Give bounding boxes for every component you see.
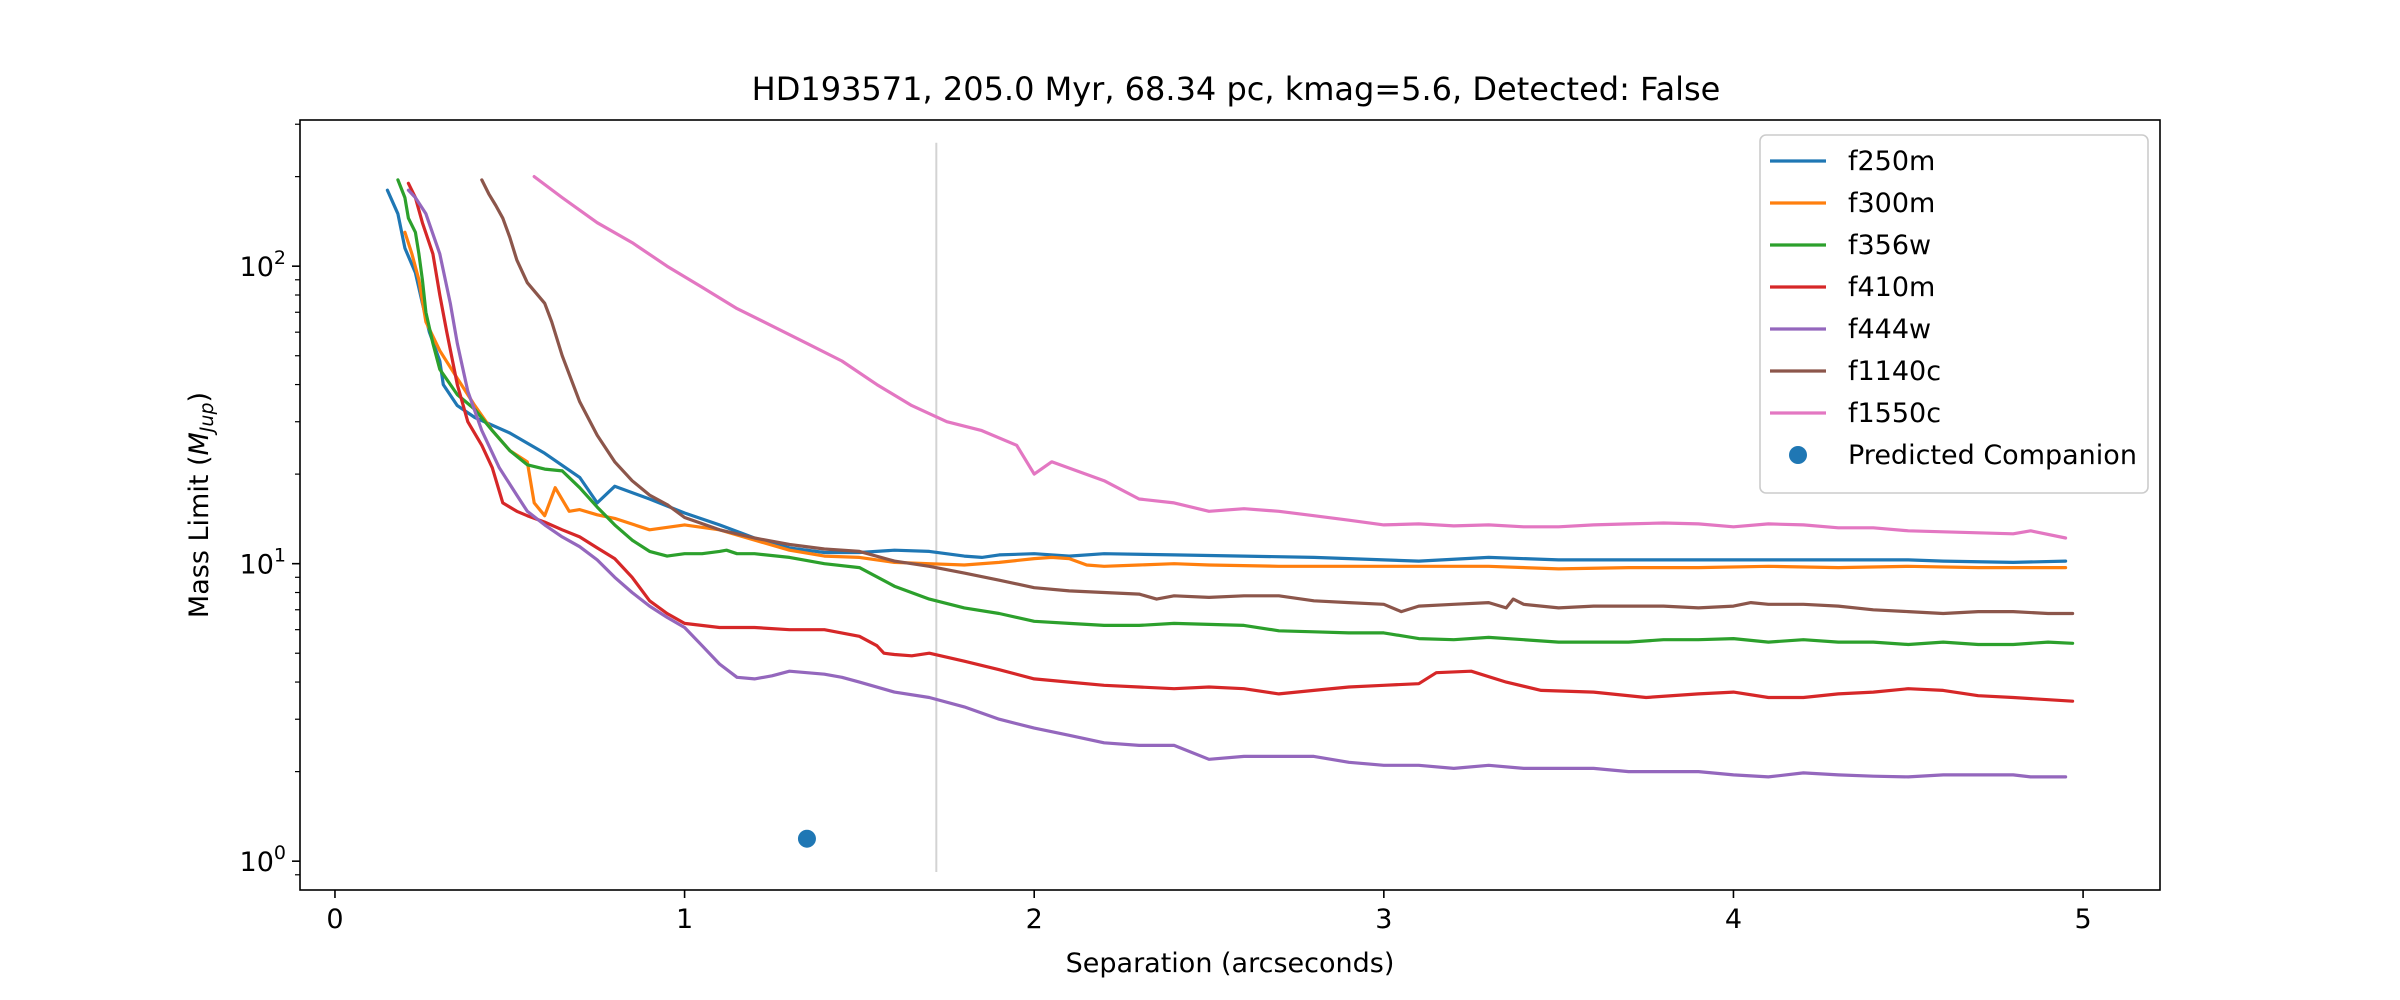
x-tick-label: 1 — [676, 904, 693, 935]
x-axis-label: Separation (arcseconds) — [1066, 948, 1395, 979]
legend-label: f444w — [1848, 314, 1931, 345]
legend-label: f250m — [1848, 146, 1935, 177]
legend-label: f410m — [1848, 272, 1935, 303]
y-tick-label: 102 — [240, 247, 286, 283]
y-axis: 100 101 102 — [240, 123, 300, 878]
x-tick-label: 0 — [326, 904, 343, 935]
legend-marker-predicted-companion — [1789, 446, 1807, 464]
marker-layer — [797, 829, 816, 848]
series-line-f410m — [406, 181, 2075, 703]
y-axis-label-text: Mass Limit ( — [184, 455, 215, 618]
chart-title: HD193571, 205.0 Myr, 68.34 pc, kmag=5.6,… — [752, 70, 1721, 108]
legend-box — [1759, 134, 2149, 494]
plot-frame — [299, 119, 2161, 891]
x-tick-label: 3 — [1375, 904, 1392, 935]
y-axis-label-symbol: M — [184, 432, 215, 455]
legend-label: f356w — [1848, 230, 1931, 261]
legend-label: f1140c — [1848, 356, 1941, 387]
predicted-companion-point — [797, 829, 816, 848]
y-tick-label: 100 — [240, 842, 286, 878]
x-axis: 0 1 2 3 4 5 — [326, 890, 2092, 935]
y-axis-label-close: ) — [184, 392, 215, 403]
x-tick-label: 2 — [1026, 904, 1043, 935]
legend-label: f300m — [1848, 188, 1935, 219]
x-tick-label: 5 — [2074, 904, 2091, 935]
legend-label: Predicted Companion — [1848, 440, 2137, 471]
y-axis-label-subscript: Jup — [196, 402, 218, 436]
legend-label: f1550c — [1848, 398, 1941, 429]
series-line-f356w — [396, 178, 2075, 647]
series-line-f1140c — [480, 178, 2075, 616]
legend: f250m f300m f356w f410m f444w f1140c f1550c Pre… — [1759, 134, 2149, 494]
series-layer — [385, 175, 2075, 779]
series-line-f1550c — [532, 175, 2068, 540]
series-line-f444w — [406, 188, 2068, 779]
y-tick-label: 101 — [240, 545, 286, 581]
y-axis-label: Mass Limit (MJup) — [184, 392, 218, 618]
series-line-f250m — [385, 188, 2068, 564]
x-tick-label: 4 — [1725, 904, 1742, 935]
